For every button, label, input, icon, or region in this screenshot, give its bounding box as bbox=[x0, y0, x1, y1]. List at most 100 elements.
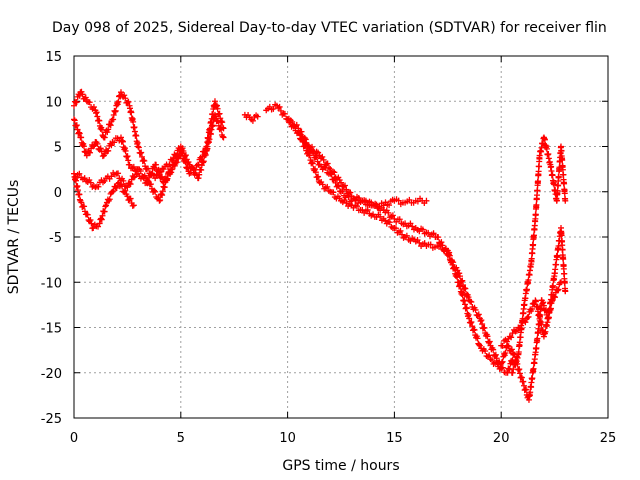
data-point bbox=[84, 211, 91, 218]
data-point bbox=[95, 223, 102, 230]
data-point bbox=[87, 179, 94, 186]
data-point bbox=[83, 152, 90, 159]
data-point bbox=[377, 213, 384, 220]
data-point bbox=[306, 152, 313, 159]
data-point bbox=[125, 98, 132, 105]
data-point bbox=[450, 264, 457, 271]
data-point bbox=[319, 153, 326, 160]
series-4 bbox=[71, 152, 184, 204]
y-tick-label: 15 bbox=[45, 50, 62, 65]
data-point bbox=[177, 152, 184, 159]
data-point bbox=[534, 335, 541, 342]
data-point bbox=[502, 350, 509, 357]
data-point bbox=[396, 216, 403, 223]
data-point bbox=[122, 95, 129, 102]
series-1 bbox=[71, 88, 227, 182]
data-point bbox=[78, 199, 85, 206]
data-point bbox=[366, 198, 373, 205]
data-point bbox=[520, 378, 527, 385]
data-point bbox=[554, 187, 561, 194]
data-point bbox=[184, 164, 191, 171]
data-point bbox=[122, 147, 129, 154]
data-point bbox=[341, 197, 348, 204]
data-point bbox=[90, 104, 97, 111]
x-tick-label: 20 bbox=[493, 431, 510, 446]
data-point bbox=[130, 163, 137, 170]
data-point bbox=[532, 211, 539, 218]
data-point bbox=[96, 220, 103, 227]
data-point bbox=[386, 219, 393, 226]
data-point bbox=[542, 328, 549, 335]
data-point bbox=[158, 191, 165, 198]
data-point bbox=[312, 166, 319, 173]
data-point bbox=[338, 179, 344, 186]
data-point bbox=[119, 137, 126, 144]
data-point bbox=[403, 232, 410, 239]
data-point bbox=[133, 132, 140, 139]
data-point bbox=[105, 147, 112, 154]
data-point bbox=[120, 177, 127, 184]
data-point bbox=[104, 129, 111, 136]
data-point bbox=[536, 163, 543, 170]
data-point bbox=[110, 116, 117, 123]
data-point bbox=[126, 161, 133, 168]
data-point bbox=[213, 102, 220, 109]
data-point bbox=[199, 153, 206, 160]
data-point bbox=[469, 323, 476, 330]
data-point bbox=[489, 357, 496, 364]
data-point bbox=[538, 321, 545, 328]
data-point bbox=[135, 143, 142, 150]
data-point bbox=[536, 312, 543, 319]
data-point bbox=[389, 212, 396, 219]
data-point bbox=[143, 175, 150, 182]
data-point bbox=[324, 160, 331, 167]
data-point bbox=[99, 212, 106, 219]
data-point bbox=[558, 147, 565, 154]
data-point bbox=[555, 286, 562, 293]
data-point bbox=[85, 148, 92, 155]
data-point bbox=[164, 175, 171, 182]
series-2 bbox=[71, 98, 227, 187]
data-point bbox=[550, 282, 557, 289]
data-point bbox=[395, 197, 402, 204]
data-point bbox=[119, 138, 126, 145]
data-point bbox=[200, 148, 207, 155]
data-point bbox=[141, 157, 148, 164]
data-point bbox=[493, 359, 500, 366]
data-point bbox=[296, 130, 303, 137]
data-point bbox=[549, 172, 556, 179]
data-point bbox=[128, 109, 135, 116]
data-point bbox=[562, 197, 569, 204]
data-point bbox=[507, 347, 514, 354]
data-point bbox=[76, 92, 83, 99]
data-point bbox=[281, 110, 288, 117]
data-point bbox=[155, 166, 162, 173]
data-point bbox=[113, 184, 120, 191]
data-point bbox=[87, 149, 94, 156]
data-point bbox=[111, 139, 118, 146]
data-point bbox=[558, 232, 565, 239]
data-point bbox=[482, 347, 489, 354]
data-point bbox=[98, 215, 105, 222]
data-point bbox=[166, 170, 173, 177]
data-point bbox=[459, 277, 466, 284]
data-point bbox=[468, 298, 475, 305]
data-point bbox=[192, 166, 199, 173]
x-tick-label: 15 bbox=[386, 431, 403, 446]
data-point bbox=[323, 161, 330, 168]
data-point bbox=[490, 346, 497, 353]
data-point bbox=[492, 351, 499, 358]
data-point bbox=[93, 110, 100, 117]
y-tick-label: -25 bbox=[41, 412, 62, 427]
data-point bbox=[512, 361, 519, 368]
data-point bbox=[71, 117, 78, 124]
data-point bbox=[331, 169, 338, 176]
data-point bbox=[205, 134, 212, 141]
data-point bbox=[81, 175, 88, 182]
data-point bbox=[309, 160, 316, 167]
data-point bbox=[516, 339, 523, 346]
data-point bbox=[448, 257, 455, 264]
data-point bbox=[90, 224, 97, 231]
data-point bbox=[462, 285, 469, 292]
data-point bbox=[287, 119, 294, 126]
